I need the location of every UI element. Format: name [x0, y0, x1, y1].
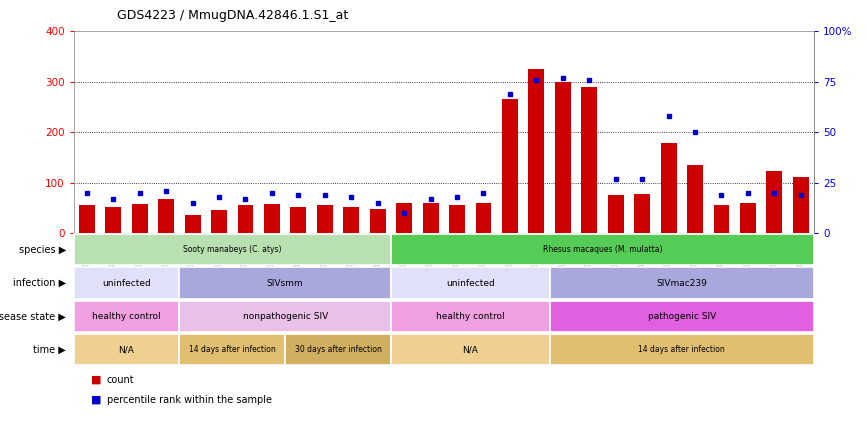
Bar — [740, 203, 756, 233]
Text: healthy control: healthy control — [92, 312, 161, 321]
Bar — [79, 205, 94, 233]
Text: Sooty manabeys (C. atys): Sooty manabeys (C. atys) — [183, 245, 281, 254]
Bar — [343, 207, 359, 233]
Text: time ▶: time ▶ — [34, 345, 66, 355]
Text: percentile rank within the sample: percentile rank within the sample — [107, 395, 272, 404]
Text: 14 days after infection: 14 days after infection — [189, 345, 275, 354]
Bar — [555, 82, 571, 233]
Bar — [550, 301, 814, 332]
Bar — [179, 301, 391, 332]
Bar — [634, 194, 650, 233]
Bar — [391, 334, 550, 365]
Bar — [391, 301, 550, 332]
Bar — [74, 267, 179, 299]
Bar — [714, 205, 729, 233]
Text: SIVsmm: SIVsmm — [267, 278, 303, 288]
Text: N/A: N/A — [462, 345, 478, 354]
Bar — [158, 199, 174, 233]
Bar — [290, 207, 307, 233]
Bar — [550, 334, 814, 365]
Text: species ▶: species ▶ — [19, 245, 66, 255]
Text: 30 days after infection: 30 days after infection — [294, 345, 382, 354]
Text: 14 days after infection: 14 days after infection — [638, 345, 725, 354]
Bar — [179, 334, 285, 365]
Bar — [550, 267, 814, 299]
Text: nonpathogenic SIV: nonpathogenic SIV — [242, 312, 328, 321]
Text: ■: ■ — [91, 395, 101, 404]
Bar — [184, 215, 201, 233]
Bar — [608, 195, 624, 233]
Text: SIVmac239: SIVmac239 — [656, 278, 708, 288]
Text: pathogenic SIV: pathogenic SIV — [648, 312, 716, 321]
Bar — [687, 165, 703, 233]
Bar — [391, 234, 814, 266]
Bar — [423, 203, 438, 233]
Text: healthy control: healthy control — [436, 312, 505, 321]
Bar — [285, 334, 391, 365]
Bar — [74, 301, 179, 332]
Bar — [397, 203, 412, 233]
Bar — [449, 205, 465, 233]
Bar — [74, 234, 391, 266]
Bar — [370, 209, 385, 233]
Bar — [317, 205, 333, 233]
Text: uninfected: uninfected — [446, 278, 494, 288]
Bar — [793, 177, 809, 233]
Text: infection ▶: infection ▶ — [13, 278, 66, 288]
Bar — [475, 203, 491, 233]
Bar — [581, 87, 598, 233]
Bar — [132, 204, 147, 233]
Bar — [661, 143, 676, 233]
Bar — [391, 267, 550, 299]
Bar — [237, 205, 254, 233]
Bar — [502, 99, 518, 233]
Text: GDS4223 / MmugDNA.42846.1.S1_at: GDS4223 / MmugDNA.42846.1.S1_at — [117, 9, 348, 22]
Text: N/A: N/A — [119, 345, 134, 354]
Text: ■: ■ — [91, 375, 101, 385]
Bar — [264, 204, 280, 233]
Text: disease state ▶: disease state ▶ — [0, 311, 66, 321]
Bar — [179, 267, 391, 299]
Bar — [106, 207, 121, 233]
Bar — [766, 171, 782, 233]
Text: count: count — [107, 375, 134, 385]
Text: Rhesus macaques (M. mulatta): Rhesus macaques (M. mulatta) — [543, 245, 662, 254]
Bar — [528, 69, 545, 233]
Bar — [74, 334, 179, 365]
Text: uninfected: uninfected — [102, 278, 151, 288]
Bar — [211, 210, 227, 233]
